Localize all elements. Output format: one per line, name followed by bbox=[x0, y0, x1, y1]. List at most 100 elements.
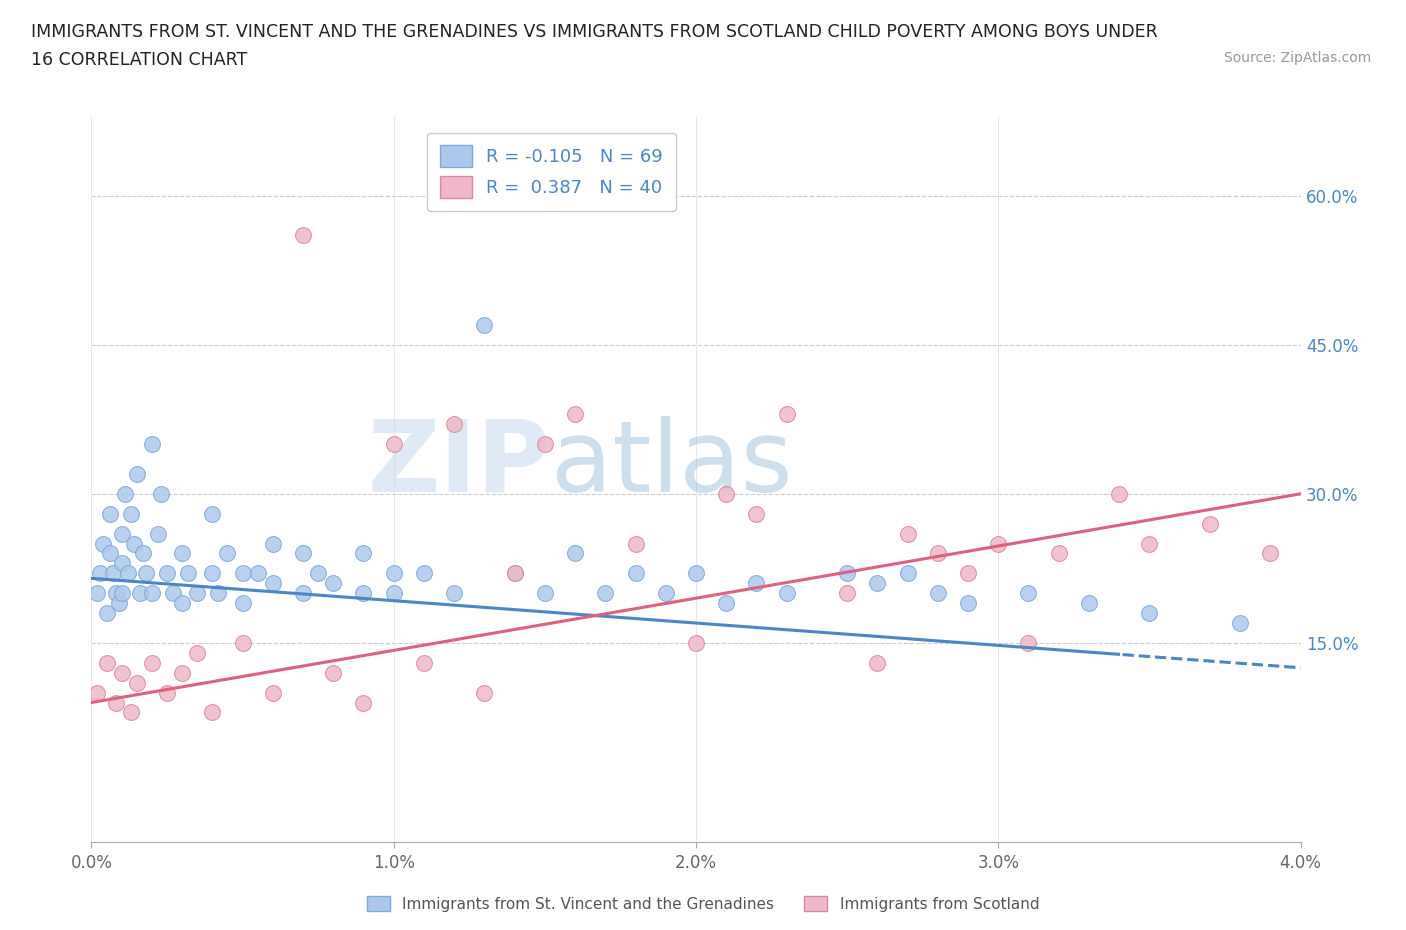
Point bbox=[564, 546, 586, 561]
Point bbox=[96, 656, 118, 671]
Point bbox=[117, 566, 139, 581]
Point bbox=[292, 586, 315, 601]
Point bbox=[1018, 635, 1040, 650]
Point bbox=[101, 566, 124, 581]
Point bbox=[745, 506, 768, 521]
Point bbox=[533, 437, 555, 452]
Point bbox=[1139, 605, 1161, 620]
Point bbox=[107, 596, 129, 611]
Point bbox=[897, 526, 920, 541]
Point bbox=[1108, 486, 1130, 501]
Point bbox=[207, 586, 229, 601]
Point bbox=[172, 596, 194, 611]
Point bbox=[262, 536, 284, 551]
Point bbox=[201, 506, 224, 521]
Point bbox=[382, 586, 405, 601]
Point bbox=[201, 566, 224, 581]
Point bbox=[128, 586, 150, 601]
Point bbox=[104, 695, 127, 710]
Point bbox=[897, 566, 920, 581]
Point bbox=[120, 506, 142, 521]
Point bbox=[866, 576, 889, 591]
Point bbox=[96, 605, 118, 620]
Point bbox=[149, 486, 172, 501]
Point bbox=[292, 228, 315, 243]
Point bbox=[685, 566, 707, 581]
Point bbox=[86, 586, 108, 601]
Point bbox=[292, 546, 315, 561]
Point bbox=[1047, 546, 1070, 561]
Point bbox=[413, 566, 436, 581]
Point bbox=[122, 536, 145, 551]
Point bbox=[125, 467, 148, 482]
Point bbox=[172, 665, 194, 680]
Point bbox=[1077, 596, 1099, 611]
Point bbox=[262, 576, 284, 591]
Point bbox=[231, 596, 253, 611]
Point bbox=[1198, 516, 1220, 531]
Point bbox=[172, 546, 194, 561]
Point bbox=[177, 566, 200, 581]
Point bbox=[443, 417, 465, 432]
Point bbox=[352, 695, 374, 710]
Point bbox=[835, 586, 858, 601]
Point bbox=[307, 566, 329, 581]
Point bbox=[186, 586, 208, 601]
Point bbox=[714, 596, 737, 611]
Point bbox=[927, 586, 949, 601]
Point bbox=[654, 586, 676, 601]
Point bbox=[413, 656, 436, 671]
Point bbox=[352, 546, 374, 561]
Point bbox=[987, 536, 1010, 551]
Point bbox=[246, 566, 269, 581]
Text: ZIP: ZIP bbox=[368, 416, 551, 513]
Point bbox=[714, 486, 737, 501]
Point bbox=[322, 576, 344, 591]
Point bbox=[93, 536, 115, 551]
Point bbox=[443, 586, 465, 601]
Point bbox=[382, 566, 405, 581]
Point bbox=[125, 675, 148, 690]
Text: Source: ZipAtlas.com: Source: ZipAtlas.com bbox=[1223, 51, 1371, 65]
Point bbox=[111, 526, 132, 541]
Point bbox=[352, 586, 374, 601]
Point bbox=[595, 586, 617, 601]
Point bbox=[162, 586, 184, 601]
Point bbox=[1260, 546, 1282, 561]
Point bbox=[322, 665, 344, 680]
Point bbox=[927, 546, 949, 561]
Point bbox=[86, 685, 108, 700]
Point bbox=[98, 506, 121, 521]
Text: 16 CORRELATION CHART: 16 CORRELATION CHART bbox=[31, 51, 247, 69]
Point bbox=[104, 586, 127, 601]
Point bbox=[231, 566, 253, 581]
Point bbox=[1139, 536, 1161, 551]
Legend: R = -0.105   N = 69, R =  0.387   N = 40: R = -0.105 N = 69, R = 0.387 N = 40 bbox=[427, 133, 676, 211]
Point bbox=[472, 685, 495, 700]
Point bbox=[956, 566, 979, 581]
Point bbox=[685, 635, 707, 650]
Point bbox=[186, 645, 208, 660]
Point bbox=[111, 586, 132, 601]
Point bbox=[382, 437, 405, 452]
Point bbox=[503, 566, 526, 581]
Point bbox=[624, 536, 647, 551]
Point bbox=[835, 566, 858, 581]
Point bbox=[141, 586, 163, 601]
Point bbox=[866, 656, 889, 671]
Point bbox=[1229, 616, 1251, 631]
Point bbox=[114, 486, 136, 501]
Point bbox=[745, 576, 768, 591]
Point bbox=[533, 586, 555, 601]
Point bbox=[135, 566, 157, 581]
Point bbox=[141, 656, 163, 671]
Text: IMMIGRANTS FROM ST. VINCENT AND THE GRENADINES VS IMMIGRANTS FROM SCOTLAND CHILD: IMMIGRANTS FROM ST. VINCENT AND THE GREN… bbox=[31, 23, 1157, 41]
Point bbox=[503, 566, 526, 581]
Point bbox=[956, 596, 979, 611]
Point bbox=[89, 566, 111, 581]
Point bbox=[111, 665, 132, 680]
Point bbox=[231, 635, 253, 650]
Point bbox=[141, 437, 163, 452]
Point bbox=[120, 705, 142, 720]
Point bbox=[98, 546, 121, 561]
